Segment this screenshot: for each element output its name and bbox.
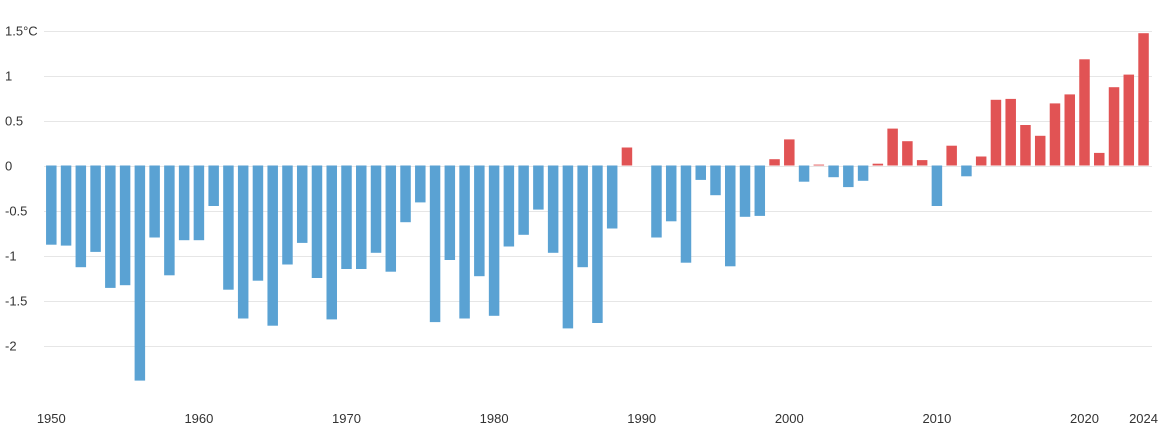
bar-1989 bbox=[621, 147, 633, 166]
bar-1956 bbox=[134, 165, 146, 381]
bar-1991 bbox=[651, 165, 662, 238]
bar-1973 bbox=[385, 165, 397, 272]
bar-1975 bbox=[415, 165, 426, 203]
bar-1963 bbox=[237, 165, 249, 319]
x-tick-label: 1950 bbox=[37, 411, 66, 426]
x-tick-label: 2000 bbox=[775, 411, 804, 426]
bar-1998 bbox=[754, 165, 766, 216]
y-tick-label: 0 bbox=[5, 159, 12, 174]
bar-1999 bbox=[769, 159, 780, 166]
y-axis-tick-labels: 1.5°C 1 0.5 0 -0.5 -1 -1.5 -2 bbox=[5, 24, 38, 354]
bar-1951 bbox=[60, 165, 72, 246]
bar-1967 bbox=[296, 165, 308, 243]
bar-1986 bbox=[577, 165, 588, 268]
bar-1995 bbox=[710, 165, 721, 196]
y-tick-label: -2 bbox=[5, 339, 17, 354]
y-tick-label: 1 bbox=[5, 69, 12, 84]
x-tick-label: 2024 bbox=[1129, 411, 1158, 426]
bar-2016 bbox=[1020, 125, 1031, 166]
bar-1950 bbox=[46, 165, 57, 245]
bar-1960 bbox=[193, 165, 205, 241]
bar-1983 bbox=[533, 165, 544, 210]
bar-1959 bbox=[178, 165, 190, 241]
bar-1965 bbox=[267, 165, 278, 326]
bar-2002 bbox=[813, 164, 825, 166]
bar-1957 bbox=[149, 165, 160, 238]
bar-2013 bbox=[975, 156, 987, 166]
x-tick-label: 1990 bbox=[627, 411, 656, 426]
bar-1962 bbox=[223, 165, 234, 290]
bar-2001 bbox=[798, 165, 810, 182]
bar-1972 bbox=[370, 165, 382, 253]
bar-1964 bbox=[252, 165, 264, 281]
bar-1974 bbox=[400, 165, 411, 223]
bar-2017 bbox=[1034, 135, 1046, 166]
bar-1966 bbox=[282, 165, 293, 265]
bar-1961 bbox=[208, 165, 219, 206]
bar-2010 bbox=[931, 165, 943, 206]
bar-1976 bbox=[429, 165, 441, 323]
bar-1993 bbox=[680, 165, 692, 263]
bar-2007 bbox=[887, 128, 898, 166]
bar-2003 bbox=[828, 165, 839, 178]
bar-1994 bbox=[695, 165, 706, 180]
bar-2019 bbox=[1064, 94, 1075, 166]
bar-1992 bbox=[665, 165, 677, 222]
bar-2009 bbox=[916, 160, 928, 166]
bar-1978 bbox=[459, 165, 470, 319]
y-tick-label: -1.5 bbox=[5, 294, 27, 309]
bar-2004 bbox=[843, 165, 854, 188]
bar-2020 bbox=[1079, 59, 1090, 166]
bar-1977 bbox=[444, 165, 456, 260]
bar-2024 bbox=[1138, 33, 1149, 166]
bar-2008 bbox=[902, 141, 913, 166]
bar-2022 bbox=[1108, 87, 1120, 166]
y-tick-label: 1.5°C bbox=[5, 24, 38, 39]
y-tick-label: -1 bbox=[5, 249, 17, 264]
bar-1970 bbox=[341, 165, 352, 269]
bar-1958 bbox=[164, 165, 175, 276]
bar-2014 bbox=[990, 99, 1002, 166]
x-tick-label: 1980 bbox=[480, 411, 509, 426]
bar-1954 bbox=[105, 165, 116, 288]
x-axis-tick-labels: 1950 1960 1970 1980 1990 2000 2010 2020 2024 bbox=[37, 411, 1158, 426]
bar-1968 bbox=[311, 165, 323, 278]
x-tick-label: 1970 bbox=[332, 411, 361, 426]
bar-1971 bbox=[356, 165, 367, 269]
bar-2006 bbox=[872, 163, 884, 166]
bar-1996 bbox=[725, 165, 736, 267]
bar-1985 bbox=[562, 165, 574, 329]
y-tick-label: -0.5 bbox=[5, 204, 27, 219]
bar-1987 bbox=[592, 165, 603, 323]
bar-2012 bbox=[961, 165, 972, 177]
bar-1980 bbox=[488, 165, 500, 316]
bar-2023 bbox=[1123, 74, 1135, 166]
bar-1997 bbox=[739, 165, 751, 217]
y-tick-label: 0.5 bbox=[5, 114, 23, 129]
x-tick-label: 2010 bbox=[922, 411, 951, 426]
bar-2018 bbox=[1049, 103, 1061, 166]
bar-1979 bbox=[474, 165, 485, 277]
bar-1981 bbox=[503, 165, 515, 247]
bar-2005 bbox=[857, 165, 869, 181]
bar-2011 bbox=[946, 145, 957, 166]
bar-2015 bbox=[1005, 98, 1016, 166]
x-tick-label: 2020 bbox=[1070, 411, 1099, 426]
bars bbox=[46, 33, 1149, 381]
bar-1953 bbox=[90, 165, 101, 252]
bar-1982 bbox=[518, 165, 529, 235]
x-tick-label: 1960 bbox=[184, 411, 213, 426]
bar-2021 bbox=[1094, 152, 1105, 166]
bar-1969 bbox=[326, 165, 337, 320]
bar-1984 bbox=[547, 165, 559, 253]
bar-1955 bbox=[119, 165, 131, 286]
bar-1952 bbox=[75, 165, 87, 268]
bar-2000 bbox=[784, 139, 795, 166]
bar-1988 bbox=[606, 165, 618, 229]
